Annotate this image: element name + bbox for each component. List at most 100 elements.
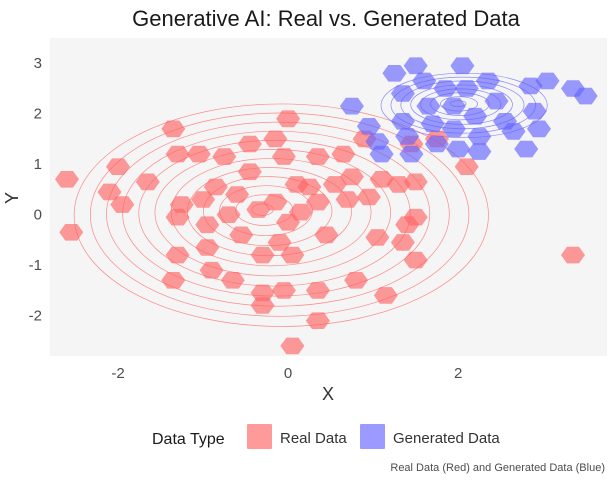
- legend-swatch-real: [247, 424, 272, 449]
- real-hex-17: [199, 261, 224, 279]
- real-hex-41: [297, 178, 322, 196]
- real-hex-26: [246, 201, 271, 218]
- y-tick-label: -2: [29, 308, 42, 325]
- real-hex-51: [344, 272, 369, 289]
- real-contour-10: [106, 121, 450, 307]
- real-hex-43: [305, 193, 330, 211]
- real-hex-14: [191, 191, 216, 208]
- generated-hex-34: [467, 143, 492, 160]
- generated-hex-7: [390, 113, 415, 130]
- generated-hex-19: [450, 57, 475, 75]
- generated-hex-16: [441, 97, 466, 115]
- real-hex-10: [165, 208, 190, 226]
- real-hex-15: [195, 216, 220, 234]
- real-hex-29: [250, 297, 275, 314]
- real-hex-22: [225, 186, 250, 203]
- x-tick-label: -2: [111, 365, 124, 382]
- generated-hex-3: [365, 133, 390, 150]
- plot-panel: [50, 38, 607, 356]
- real-hex-65: [454, 158, 479, 175]
- generated-hex-10: [403, 57, 428, 75]
- generated-hex-12: [416, 97, 441, 115]
- real-data-hexbins: [55, 110, 585, 355]
- real-hex-9: [169, 196, 194, 213]
- real-hex-38: [280, 337, 305, 355]
- real-hex-30: [263, 130, 288, 148]
- generated-data-hexbins: [339, 57, 598, 163]
- y-tick-label: -1: [29, 257, 42, 274]
- real-hex-20: [216, 206, 241, 223]
- real-hex-37: [280, 246, 305, 264]
- real-hex-21: [220, 272, 245, 289]
- generated-hex-5: [382, 65, 407, 82]
- generated-hex-31: [535, 72, 560, 90]
- generated-hex-23: [475, 72, 500, 90]
- y-tick-label: 3: [34, 55, 42, 72]
- real-hex-3: [97, 183, 122, 201]
- real-hex-61: [403, 208, 428, 226]
- y-axis-ticks: -2 -1 0 1 2 3: [29, 55, 42, 324]
- x-tick-label: 2: [454, 365, 462, 382]
- real-hex-13: [186, 145, 211, 163]
- real-hex-50: [339, 168, 364, 186]
- real-hex-33: [271, 148, 296, 165]
- real-hex-62: [403, 173, 428, 191]
- real-hex-19: [212, 148, 237, 165]
- generated-hex-29: [527, 120, 551, 138]
- real-hex-48: [331, 145, 356, 163]
- generated-hex-24: [484, 92, 509, 110]
- generated-hex-28: [522, 102, 547, 120]
- real-contour-11: [89, 112, 470, 317]
- generated-hex-21: [463, 107, 488, 125]
- legend-label-generated: Generated Data: [393, 430, 500, 447]
- generated-hex-1: [339, 97, 364, 115]
- x-axis-ticks: -2 0 2: [111, 365, 462, 382]
- real-hex-44: [305, 282, 330, 299]
- generated-hex-27: [514, 140, 539, 158]
- legend-swatch-generated: [360, 424, 385, 449]
- real-hex-34: [271, 282, 296, 299]
- legend-title: Data Type: [152, 431, 225, 448]
- generated-hex-2: [356, 118, 381, 135]
- real-contour-4: [203, 176, 333, 247]
- real-hex-58: [390, 234, 415, 251]
- real-hex-35: [276, 110, 301, 128]
- real-hex-42: [305, 148, 330, 165]
- real-hex-31: [263, 193, 288, 211]
- generated-hex-15: [433, 80, 458, 97]
- real-hex-18: [203, 178, 228, 196]
- real-hex-49: [335, 191, 360, 208]
- real-hex-8: [165, 145, 190, 163]
- chart-caption: Real Data (Red) and Generated Data (Blue…: [390, 462, 605, 474]
- x-tick-label: 0: [284, 365, 292, 382]
- generated-hex-11: [412, 72, 437, 90]
- real-contour-7: [154, 149, 392, 277]
- legend-label-real: Real Data: [280, 430, 347, 447]
- real-hex-2: [59, 224, 84, 241]
- real-hex-63: [403, 251, 428, 269]
- real-hex-27: [250, 246, 275, 264]
- real-hex-47: [322, 176, 347, 193]
- legend: Data Type Real Data Generated Data: [152, 424, 500, 449]
- real-hex-53: [356, 188, 381, 206]
- y-tick-label: 0: [34, 207, 42, 224]
- generated-hex-18: [446, 140, 471, 158]
- real-hex-32: [267, 234, 292, 251]
- real-hex-46: [314, 226, 339, 244]
- generated-hex-14: [424, 135, 449, 153]
- real-hex-23: [229, 226, 254, 244]
- real-hex-66: [561, 246, 585, 264]
- generated-hex-20: [454, 80, 479, 97]
- real-contour-12: [73, 103, 489, 327]
- generated-hex-26: [501, 123, 526, 140]
- chart-title: Generative AI: Real vs. Generated Data: [132, 6, 520, 31]
- real-hex-40: [288, 203, 313, 221]
- y-axis-title: Y: [2, 192, 22, 204]
- real-hex-24: [237, 135, 262, 153]
- real-density-contours: [73, 103, 489, 327]
- real-hex-56: [373, 287, 398, 304]
- generated-hex-22: [467, 128, 492, 145]
- real-hex-25: [237, 163, 262, 181]
- real-hex-4: [106, 158, 130, 175]
